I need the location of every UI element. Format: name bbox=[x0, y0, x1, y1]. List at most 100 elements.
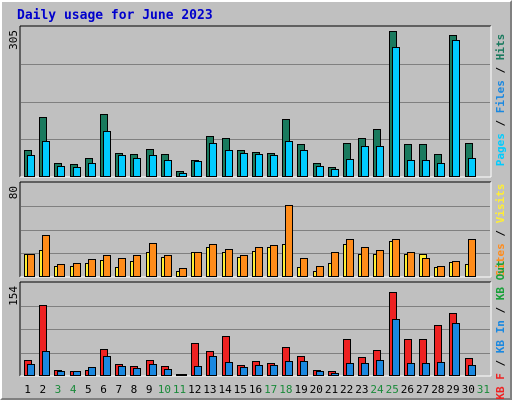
bar-files bbox=[300, 150, 308, 177]
legend-entry: Sites bbox=[494, 243, 507, 276]
legend-entry: KB F bbox=[494, 373, 507, 400]
bar-sites bbox=[240, 255, 248, 277]
bar-kb-in bbox=[194, 366, 202, 376]
bar-files bbox=[452, 40, 460, 177]
day-label: 28 bbox=[431, 383, 444, 396]
legend-entry: / bbox=[494, 300, 507, 320]
bar-kb-in bbox=[88, 367, 96, 376]
bar-sites bbox=[422, 258, 430, 277]
bar-kb-in bbox=[331, 373, 339, 376]
bar-files bbox=[42, 141, 50, 177]
bar-kb-in bbox=[376, 360, 384, 376]
bar-kb-in bbox=[255, 365, 263, 376]
bar-files bbox=[133, 158, 141, 177]
bar-sites bbox=[452, 261, 460, 277]
bar-files bbox=[118, 155, 126, 177]
y-max-label: 154 bbox=[7, 286, 20, 306]
bar-kb-in bbox=[452, 323, 460, 376]
bar-sites bbox=[27, 254, 35, 277]
day-label: 1 bbox=[24, 383, 31, 396]
bar-sites bbox=[164, 255, 172, 277]
chart-title: Daily usage for June 2023 bbox=[17, 8, 213, 23]
day-label: 2 bbox=[39, 383, 46, 396]
bar-kb-in bbox=[103, 356, 111, 376]
bar-sites bbox=[437, 266, 445, 277]
bar-sites bbox=[285, 205, 293, 277]
bar-files bbox=[437, 163, 445, 177]
day-label: 23 bbox=[355, 383, 368, 396]
bar-kb-in bbox=[270, 365, 278, 376]
bar-sites bbox=[346, 239, 354, 277]
bar-sites bbox=[88, 259, 96, 277]
bar-sites bbox=[331, 252, 339, 277]
bar-kb-in bbox=[133, 368, 141, 376]
bar-files bbox=[225, 150, 233, 177]
y-max-label: 305 bbox=[7, 30, 20, 50]
day-label: 18 bbox=[279, 383, 292, 396]
bar-sites bbox=[361, 247, 369, 277]
legend-entry: Files bbox=[494, 80, 507, 113]
bar-kb-in bbox=[179, 374, 187, 376]
day-labels: 1 2 3 4 5 6 7 8 9 10 11 12 13 14 15 16 17 18 19 20 21 22 23 24 2… bbox=[24, 383, 490, 396]
day-label: 31 bbox=[477, 383, 490, 396]
bar-files bbox=[240, 153, 248, 177]
bar-files bbox=[346, 159, 354, 177]
bar-kb-in bbox=[73, 371, 81, 376]
day-label: 9 bbox=[146, 383, 153, 396]
bar-kb-in bbox=[316, 371, 324, 376]
bar-kb-in bbox=[285, 361, 293, 376]
bar-kb-in bbox=[149, 364, 157, 376]
day-label: 16 bbox=[249, 383, 262, 396]
bar-sites bbox=[376, 250, 384, 277]
bar-files bbox=[376, 146, 384, 177]
day-label: 13 bbox=[203, 383, 216, 396]
bar-files bbox=[392, 47, 400, 177]
bar-sites bbox=[316, 266, 324, 277]
bar-sites bbox=[133, 255, 141, 277]
day-label: 6 bbox=[100, 383, 107, 396]
bar-files bbox=[88, 163, 96, 177]
bar-sites bbox=[118, 258, 126, 277]
bar-files bbox=[468, 158, 476, 177]
bar-sites bbox=[255, 247, 263, 277]
panel-visits-sites: 80 bbox=[7, 181, 492, 278]
bar-kb-in bbox=[118, 366, 126, 376]
bar-kb-in bbox=[468, 365, 476, 376]
bar-kb-in bbox=[437, 362, 445, 376]
day-label: 26 bbox=[401, 383, 414, 396]
day-label: 3 bbox=[55, 383, 62, 396]
bar-sites bbox=[73, 263, 81, 277]
day-label: 4 bbox=[70, 383, 77, 396]
bar-sites bbox=[392, 239, 400, 277]
bar-kb-in bbox=[209, 356, 217, 376]
bar-files bbox=[57, 166, 65, 177]
chart-panels: 305 80 154 bbox=[7, 25, 492, 377]
legend-entry: KB Out bbox=[494, 260, 507, 300]
bar-sites bbox=[194, 252, 202, 277]
day-label: 30 bbox=[462, 383, 475, 396]
day-label: 11 bbox=[173, 383, 186, 396]
bar-sites bbox=[407, 252, 415, 277]
bar-files bbox=[179, 173, 187, 177]
day-label: 20 bbox=[310, 383, 323, 396]
bar-files bbox=[149, 155, 157, 177]
legend-entry: / bbox=[494, 223, 507, 243]
bar-sites bbox=[270, 245, 278, 277]
legend-entry: Pages bbox=[494, 133, 507, 166]
bar-kb-in bbox=[392, 319, 400, 376]
day-label: 8 bbox=[131, 383, 138, 396]
bar-sites bbox=[209, 244, 217, 277]
bar-sites bbox=[103, 255, 111, 277]
bar-files bbox=[285, 141, 293, 177]
bar-kb-in bbox=[164, 369, 172, 376]
legend-entry: / bbox=[494, 113, 507, 133]
plot-area bbox=[20, 26, 491, 177]
day-label: 21 bbox=[325, 383, 338, 396]
y-max-label: 80 bbox=[7, 186, 20, 199]
legend-entry: / bbox=[494, 353, 507, 373]
day-label: 19 bbox=[294, 383, 307, 396]
bar-files bbox=[255, 154, 263, 177]
